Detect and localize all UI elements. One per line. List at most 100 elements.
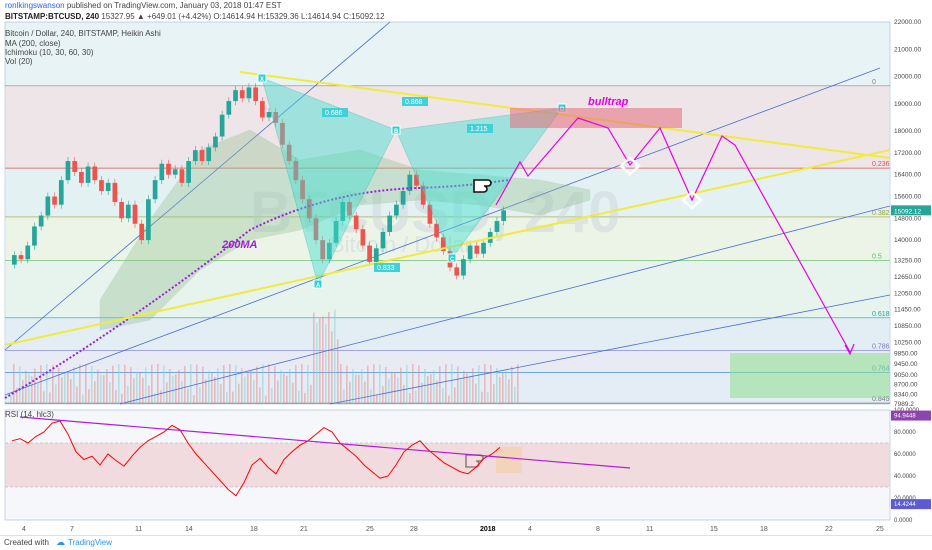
fib-label: 0.618 [872, 311, 890, 318]
volume-bar [361, 369, 363, 404]
candle [179, 169, 185, 183]
publish-info: published on TradingView.com, January 03… [66, 1, 282, 10]
candle [280, 122, 285, 145]
candle [213, 136, 218, 148]
volume-bar [190, 364, 192, 404]
price-tick: 10850.00 [894, 323, 921, 330]
candle [481, 242, 486, 254]
volume-bar [64, 372, 66, 404]
rsi-label[interactable]: RSI (14, hlc3) [5, 410, 54, 419]
rsi-tick: 94.9448 [894, 414, 916, 420]
fib-label: 0.5 [872, 254, 882, 261]
volume-bar [352, 369, 354, 404]
volume-bar [469, 376, 471, 404]
price-tick: 12650.00 [894, 274, 921, 281]
volume-bar [226, 392, 228, 404]
tradingview-brand[interactable]: TradingView [68, 538, 113, 547]
volume-bar [55, 384, 57, 404]
price-tick: 16400.00 [894, 172, 921, 179]
bulltrap-label: bulltrap [588, 96, 629, 108]
channel-line [329, 294, 891, 405]
rsi-tick: 20.0000 [894, 496, 916, 502]
volume-bar [241, 368, 243, 404]
candle [72, 161, 78, 172]
volume-bar [58, 367, 60, 404]
volume-bar [151, 364, 153, 404]
volume-bar [76, 386, 78, 404]
volume-bar [337, 339, 339, 404]
price-tick: 21000.00 [894, 46, 921, 53]
chart-title: Bitcoin / Dollar, 240, BITSTAMP, Heikin … [5, 29, 161, 38]
volume-bar [199, 386, 201, 404]
candle [394, 204, 399, 216]
volume-bar [391, 371, 393, 404]
harmonic-xab [261, 77, 397, 286]
candle [367, 245, 372, 262]
volume-bar [484, 364, 486, 404]
candle [125, 204, 131, 219]
candle [474, 245, 480, 254]
volume-bar [499, 376, 501, 404]
date-tick: 14 [185, 526, 193, 533]
date-tick: 21 [300, 526, 308, 533]
symbol-name[interactable]: BITSTAMP:BTCUSD, 240 [5, 12, 100, 21]
volume-bar [109, 382, 111, 404]
channel-line [119, 205, 891, 405]
volume-bar [409, 392, 411, 404]
volume-bar [373, 364, 375, 404]
volume-bar [163, 365, 165, 404]
target-box [730, 353, 890, 398]
volume-bar [313, 312, 315, 404]
volume-bar [403, 384, 405, 404]
candle [166, 163, 171, 175]
volume-bar [406, 364, 408, 404]
ratio-badge [467, 124, 493, 133]
volume-bar [73, 366, 75, 404]
volume-bar [88, 389, 90, 404]
projection-marker [619, 156, 641, 176]
volume-bar [508, 379, 510, 404]
volume-bar [334, 309, 336, 404]
price-tick: 11450.00 [894, 307, 921, 314]
rsi-tick: 60.0000 [894, 452, 916, 458]
volume-bar [250, 370, 252, 404]
volume-bar [292, 382, 294, 404]
volume-bar [13, 364, 15, 404]
study-ma[interactable]: MA (200, close) [5, 39, 61, 48]
price-tick: 9850.00 [894, 350, 918, 357]
candle [306, 199, 312, 219]
candle [266, 111, 272, 118]
price-tick: 15600.00 [894, 193, 921, 200]
volume-bar [247, 373, 249, 404]
rsi-trendline [19, 416, 631, 469]
candle [347, 201, 352, 216]
price-tick: 14000.00 [894, 237, 921, 244]
volume-bar [223, 365, 225, 404]
candle [286, 144, 292, 162]
volume-bar [364, 381, 366, 404]
volume-bar [148, 385, 150, 404]
harmonic-point [257, 73, 267, 83]
price-tick: 20000.00 [894, 74, 921, 81]
volume-bar [118, 364, 120, 404]
volume-bar [436, 380, 438, 404]
rsi-line [11, 420, 501, 497]
volume-bar [325, 323, 327, 404]
ratio-label: 0.686 [325, 110, 343, 117]
volume-bar [22, 380, 24, 404]
volume-bar [166, 382, 168, 404]
price-tick: 19000.00 [894, 101, 921, 108]
study-volume[interactable]: Vol (20) [5, 57, 33, 66]
study-ichimoku[interactable]: Ichimoku (10, 30, 60, 30) [5, 48, 94, 57]
volume-bar [136, 371, 138, 404]
volume-bar [232, 391, 234, 404]
volume-bar [157, 364, 159, 404]
fib-band [5, 260, 890, 318]
author-link[interactable]: ronlkingswanson [5, 1, 65, 10]
volume-bar [10, 396, 12, 404]
projection-path [495, 117, 851, 353]
fib-band [5, 168, 890, 217]
harmonic-point-label: X [260, 77, 264, 83]
candle [494, 221, 500, 232]
